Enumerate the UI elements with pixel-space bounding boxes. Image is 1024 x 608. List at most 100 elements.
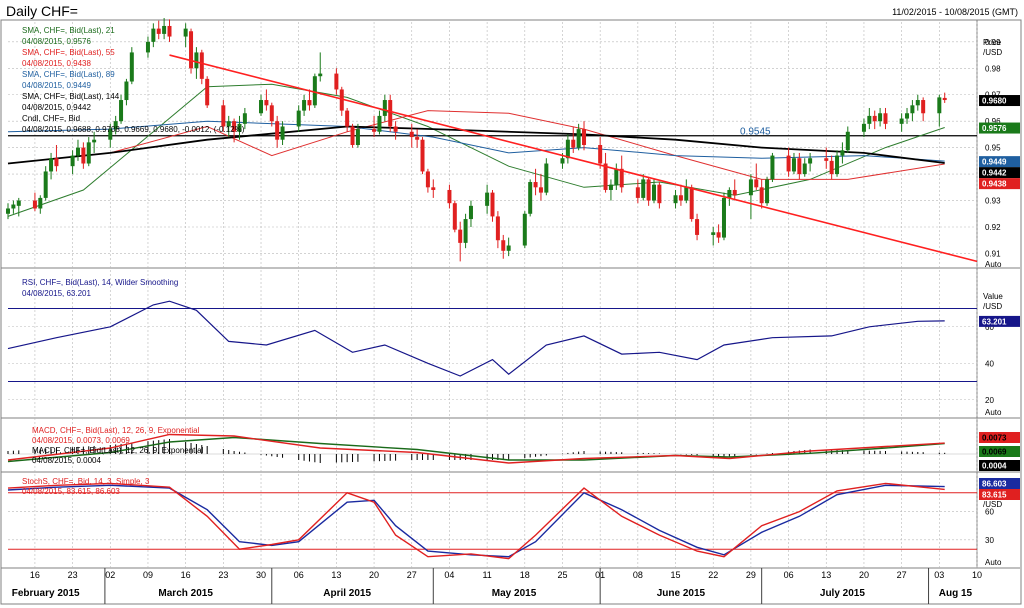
- macd-signal-line: [7, 436, 945, 463]
- candle-body: [350, 126, 355, 145]
- x-tick-label: 09: [143, 570, 153, 580]
- candle-body: [765, 179, 770, 204]
- badge-bg: [979, 460, 1020, 471]
- badge-bg: [979, 446, 1020, 457]
- candle-body: [312, 76, 317, 106]
- candle: [269, 102, 274, 127]
- candle: [490, 189, 495, 222]
- candle: [425, 168, 430, 193]
- candle-body: [431, 187, 436, 190]
- candle-body: [759, 187, 764, 204]
- badge-bg: [979, 156, 1020, 168]
- sma-line-sma-21: [7, 83, 945, 217]
- candle: [942, 92, 947, 103]
- candle: [835, 150, 840, 177]
- candle-body: [280, 126, 285, 140]
- price-legend-entry: SMA, CHF=, Bid(Last), 144: [22, 92, 120, 101]
- candle-body: [678, 195, 683, 201]
- candle-body: [339, 89, 344, 111]
- candle-body: [635, 187, 640, 198]
- candle-body: [657, 184, 662, 204]
- rsi-auto-label: Auto: [985, 408, 1002, 417]
- x-tick-label: 10: [972, 570, 982, 580]
- price-legend-entry: 04/08/2015, 0.9688, 0.9708, 0.9669, 0.96…: [22, 125, 245, 134]
- candle-body: [269, 105, 274, 122]
- candle-body: [878, 113, 883, 122]
- candle: [162, 18, 167, 40]
- x-tick-label: 03: [934, 570, 944, 580]
- candle: [16, 197, 21, 217]
- price-legend-entry: 04/08/2015, 0.9449: [22, 81, 92, 90]
- sma-line-sma-89: [7, 120, 945, 162]
- candle-body: [409, 131, 414, 138]
- price-tick-label: 0.92: [985, 223, 1001, 232]
- candle-body: [420, 139, 425, 172]
- candle: [75, 139, 80, 161]
- x-tick-label: 06: [294, 570, 304, 580]
- candle-body: [797, 158, 802, 175]
- candle-body: [538, 187, 543, 193]
- candle: [345, 107, 350, 132]
- candle: [695, 213, 700, 241]
- candle: [883, 107, 888, 130]
- candle: [721, 192, 726, 241]
- candle: [43, 166, 48, 201]
- x-tick-label: 20: [369, 570, 379, 580]
- candle: [199, 49, 204, 85]
- candle-body: [754, 179, 759, 188]
- x-tick-label: 13: [331, 570, 341, 580]
- candle: [339, 86, 344, 116]
- candle: [145, 36, 150, 58]
- candle: [915, 94, 920, 111]
- candle-body: [528, 182, 533, 214]
- date-range-label: 11/02/2015 - 10/08/2015 (GMT): [892, 7, 1018, 17]
- candle-body: [501, 240, 506, 251]
- x-tick-label: 27: [897, 570, 907, 580]
- candle-body: [867, 115, 872, 124]
- candle: [506, 237, 511, 257]
- candle-body: [43, 171, 48, 198]
- price-tick-label: 0.95: [985, 144, 1001, 153]
- candle-body: [560, 158, 565, 164]
- badge-text: 0.0004: [982, 462, 1007, 471]
- candle-body: [242, 113, 247, 124]
- candle-body: [355, 129, 360, 145]
- candle-body: [608, 184, 613, 190]
- badge-text: 0.9576: [982, 124, 1007, 133]
- month-label: March 2015: [158, 588, 213, 599]
- chart-frame: [0, 19, 1022, 605]
- candle-body: [49, 158, 54, 172]
- candle-body: [199, 52, 204, 79]
- candle-body: [829, 160, 834, 175]
- stoch-tick-label: 30: [985, 536, 994, 545]
- chart-title: Daily CHF=: [6, 3, 78, 19]
- candle-body: [296, 110, 301, 127]
- candle: [232, 118, 237, 143]
- badge-text: 0.0069: [982, 448, 1007, 457]
- rsi-axis-title: Value: [983, 292, 1003, 301]
- candle: [657, 182, 662, 209]
- stoch-value-badge: 83.615: [979, 489, 1020, 500]
- badge-bg: [979, 432, 1020, 443]
- candle-body: [845, 131, 850, 151]
- candle: [652, 179, 656, 204]
- candle: [937, 94, 942, 127]
- price-tick-label: 0.93: [985, 197, 1001, 206]
- candle: [905, 107, 910, 124]
- candle: [910, 100, 915, 122]
- candle-body: [302, 100, 307, 111]
- candle-body: [16, 200, 21, 206]
- candle: [32, 192, 37, 212]
- candle: [452, 200, 457, 233]
- candle-body: [872, 115, 877, 122]
- candle-body: [86, 142, 91, 164]
- candle: [582, 121, 587, 151]
- candle-body: [151, 28, 156, 42]
- x-tick-label: 13: [821, 570, 831, 580]
- rsi-legend-entry: 04/08/2015, 63.201: [22, 289, 92, 298]
- candle-body: [582, 129, 587, 145]
- month-label: Aug 15: [939, 588, 973, 599]
- candle: [603, 152, 608, 193]
- candle-body: [156, 28, 161, 34]
